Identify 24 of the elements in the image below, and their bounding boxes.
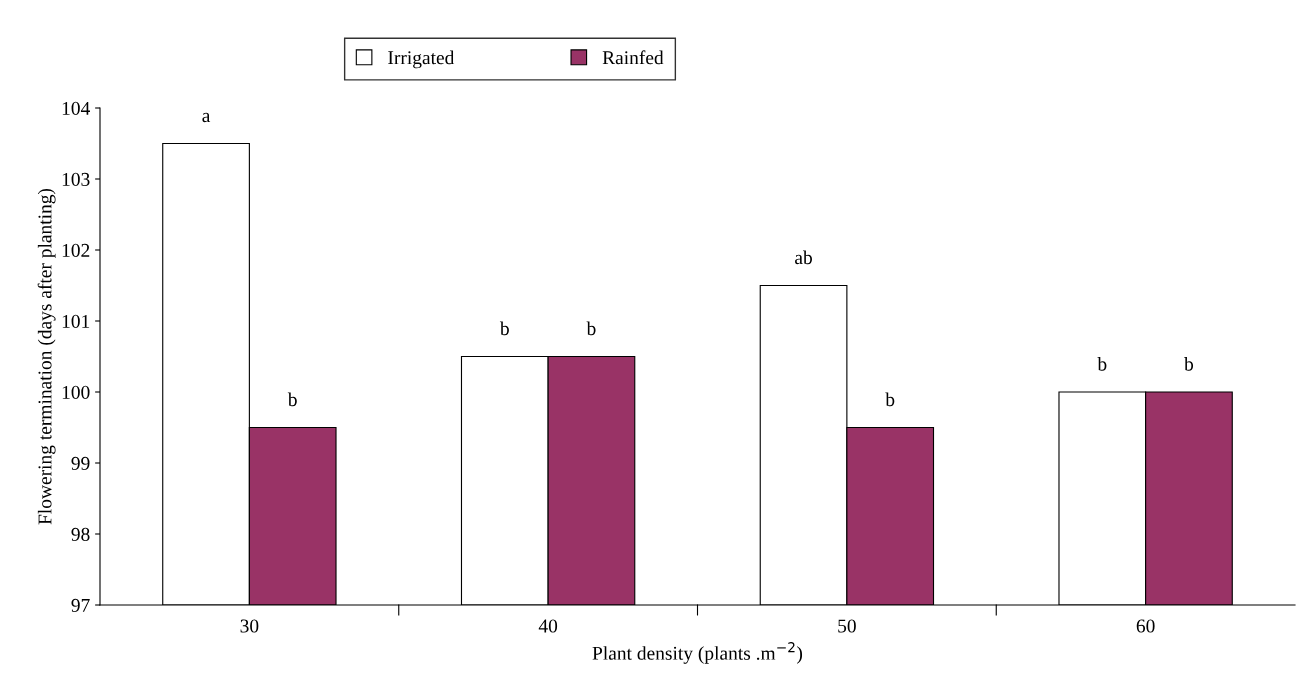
legend-label: Irrigated [388,50,455,69]
annotation: b [287,392,297,407]
x-axis-title: Plant density (plants .m$^{−2}$) [592,642,803,664]
legend-label: Rainfed [602,50,664,65]
y-tick-label: 98 [71,527,90,541]
y-tick-label: 102 [62,243,90,257]
annotation: b [1097,356,1107,371]
annotation: a [202,112,211,123]
y-tick-label: 100 [62,385,90,399]
annotation: b [586,321,596,336]
x-tick-label: 40 [538,619,558,633]
x-tick-label: 60 [1136,619,1155,633]
y-tick-label: 103 [62,172,90,186]
x-tick-label: 50 [838,619,856,633]
y-tick-label: 104 [62,101,90,115]
y-tick-label: 99 [71,456,90,470]
annotation: b [1184,356,1194,371]
y-tick-label: 101 [62,314,90,328]
annotation: ab [795,250,812,265]
annotation: b [885,392,895,407]
x-tick-label: 30 [240,619,259,633]
annotation: b [499,321,509,336]
y-axis-title: Flowering termination (days after planting) [37,188,56,525]
y-tick-label: 97 [71,598,90,612]
